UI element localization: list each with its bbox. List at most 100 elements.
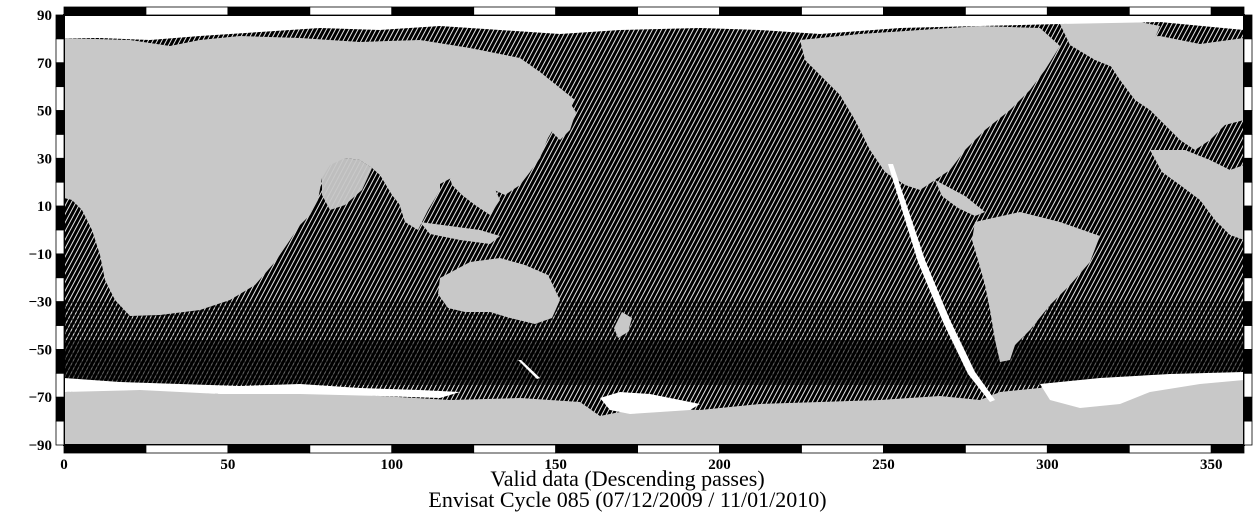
frame-segment-bottom <box>555 444 639 454</box>
x-tick-label: 100 <box>381 457 404 473</box>
frame-segment-left <box>55 62 65 88</box>
frame-segment-right <box>1243 38 1253 64</box>
x-tick-label: 200 <box>708 457 731 473</box>
frame-segment-top <box>555 6 639 16</box>
y-tick-label: −30 <box>28 295 52 311</box>
y-tick-label: 70 <box>37 56 52 72</box>
frame-segment-right <box>1243 372 1253 398</box>
frame-segment-left <box>55 396 65 422</box>
frame-segment-top <box>309 6 393 16</box>
frame-segment-bottom <box>964 444 1048 454</box>
arctic-no-data <box>64 15 1244 40</box>
frame-segment-left <box>55 38 65 64</box>
frame-segment-bottom <box>637 444 720 454</box>
frame-segment-right <box>1243 325 1253 350</box>
ross-no-data <box>600 392 700 414</box>
frame-segment-top <box>227 6 311 16</box>
frame-segment-left <box>55 110 65 135</box>
frame-segment-right <box>1243 181 1253 207</box>
frame-segment-right <box>1243 14 1253 40</box>
frame-segment-bottom <box>1046 444 1130 454</box>
frame-segment-bottom <box>719 444 802 454</box>
frame-segment-bottom <box>309 444 393 454</box>
frame-segment-top <box>473 6 557 16</box>
japan <box>552 100 576 140</box>
west-africa-edge <box>1150 150 1244 240</box>
y-tick-label: 30 <box>37 151 52 167</box>
frame-segment-top <box>1046 6 1130 16</box>
indian-subcontinent <box>390 160 440 230</box>
frame-segment-right <box>1243 62 1253 88</box>
frame-segment-right <box>1243 253 1253 279</box>
new-zealand <box>614 312 632 338</box>
frame-segment-top <box>801 6 884 16</box>
frame-segment-bottom <box>391 444 475 454</box>
x-tick-label: 350 <box>1200 457 1223 473</box>
frame-segment-top <box>145 6 229 16</box>
frame-segment-left <box>55 229 65 255</box>
frame-segment-right <box>1243 157 1253 183</box>
ground-track-gap-2 <box>518 360 540 379</box>
europe-northern-landmass <box>1100 36 1244 150</box>
indonesia <box>420 222 500 244</box>
frame-segment-bottom <box>801 444 884 454</box>
frame-segment-right <box>1243 277 1253 303</box>
antarctic-no-data <box>64 378 460 398</box>
frame-segment-top <box>883 6 966 16</box>
frame-segment-top <box>391 6 475 16</box>
x-axis-labels: 0 50 100 150 200 250 300 350 <box>60 457 1222 473</box>
weddell-no-data <box>1040 372 1244 408</box>
madagascar <box>204 258 222 292</box>
south-america <box>972 212 1100 362</box>
ground-track-gap <box>888 164 995 402</box>
frame-segment-top <box>637 6 720 16</box>
frame-segment-left <box>55 253 65 279</box>
frame-segment-bottom <box>473 444 557 454</box>
eurasia-africa-landmass <box>64 36 575 316</box>
central-america <box>935 180 985 216</box>
x-tick-label: 50 <box>220 457 235 473</box>
y-tick-label: −10 <box>28 247 52 263</box>
frame-segment-left <box>55 14 65 40</box>
frame-segment-left <box>55 372 65 398</box>
frame-segment-right <box>1243 110 1253 135</box>
frame-segment-left <box>55 420 65 446</box>
frame-segment-bottom <box>145 444 229 454</box>
frame-segment-left <box>55 277 65 303</box>
y-tick-label: −70 <box>28 390 52 406</box>
frame-segment-bottom <box>883 444 966 454</box>
frame-segment-bottom <box>1210 444 1245 454</box>
x-tick-label: 0 <box>60 457 68 473</box>
y-tick-label: 50 <box>37 104 52 120</box>
y-tick-label: −90 <box>28 438 52 454</box>
frame-segment-right <box>1243 205 1253 231</box>
y-tick-label: −50 <box>28 342 52 358</box>
y-tick-label: 90 <box>37 8 52 24</box>
frame-segment-left <box>55 181 65 207</box>
frame-segment-top <box>964 6 1048 16</box>
frame-segment-bottom <box>227 444 311 454</box>
no-data-regions <box>64 15 1244 414</box>
y-axis-labels: 90 70 50 30 10 −10 −30 −50 −70 −90 <box>28 8 52 454</box>
frame-segment-left <box>55 301 65 326</box>
map-title: Valid data (Descending passes) <box>490 466 765 491</box>
frame-segment-top <box>719 6 802 16</box>
southeast-asia <box>448 168 500 215</box>
x-tick-label: 300 <box>1036 457 1059 473</box>
frame-segment-top <box>63 6 147 16</box>
frame-segment-right <box>1243 420 1253 446</box>
north-america <box>800 26 1060 190</box>
x-tick-label: 250 <box>872 457 895 473</box>
frame-segment-left <box>55 205 65 231</box>
frame-segment-bottom <box>1128 444 1212 454</box>
arabian-peninsula <box>322 158 372 210</box>
y-tick-label: 10 <box>37 199 52 215</box>
frame-segment-top <box>1210 6 1245 16</box>
frame-segment-left <box>55 157 65 183</box>
frame-segment-bottom <box>63 444 147 454</box>
frame-segment-right <box>1243 134 1253 159</box>
frame-segment-right <box>1243 349 1253 374</box>
frame-segment-right <box>1243 396 1253 422</box>
frame-segment-right <box>1243 229 1253 255</box>
